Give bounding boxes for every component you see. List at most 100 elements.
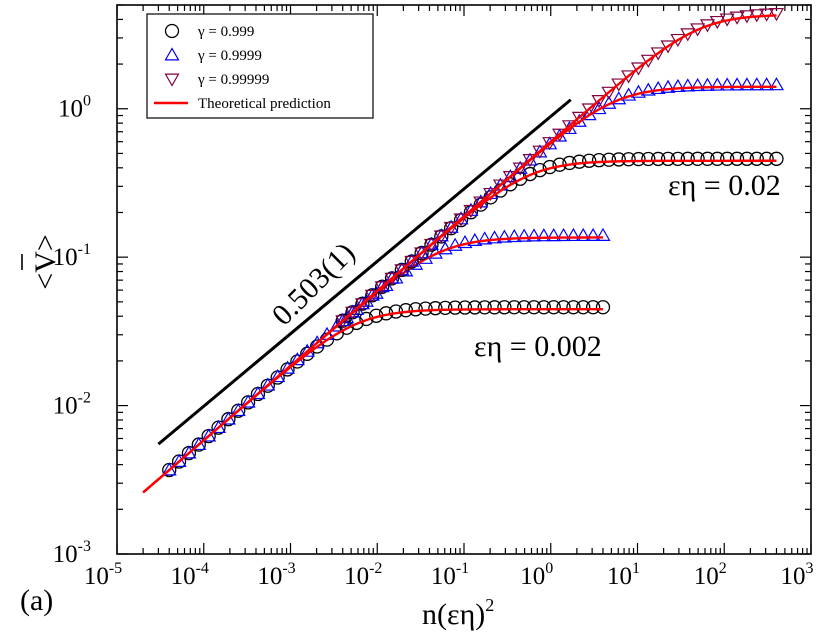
data-point-triangle-down [384,272,400,286]
data-point-triangle-down [660,40,676,54]
data-point-circle [660,151,676,167]
data-point-triangle-down [423,238,439,253]
data-point-triangle-up [374,279,390,293]
data-point-circle [487,300,502,315]
data-point-triangle-down [630,62,647,76]
data-point-circle [438,300,453,316]
data-point-triangle-up [181,445,197,459]
data-point-triangle-up [575,227,591,242]
series-0-1 [161,227,611,476]
data-point-triangle-down [680,28,696,42]
group-large-annotation: εη = 0.02 [668,169,781,202]
data-point-triangle-up [354,296,370,310]
data-point-triangle-up [220,411,236,425]
x-tick-label: 10-1 [431,560,469,590]
data-point-triangle-up [345,304,361,318]
data-point-triangle-up [210,419,227,434]
x-axis-label-base: n(εη) [422,598,485,631]
legend-label: γ = 0.999 [197,24,254,40]
legend-box [146,13,374,119]
data-point-circle [720,151,735,166]
data-point-circle [556,300,571,315]
data-point-triangle-up [709,77,725,91]
data-point-triangle-up [650,80,666,95]
data-point-circle [467,300,482,315]
legend: γ = 0.999 γ = 0.9999 γ = 0.99999 Theoretica… [146,13,374,119]
data-point-triangle-up [595,227,611,241]
data-point-circle [611,152,626,167]
data-point-circle [546,300,561,315]
data-point-triangle-up [404,253,420,267]
data-point-triangle-down [492,179,508,193]
data-point-triangle-up [496,229,512,243]
data-point-circle [300,346,315,361]
data-point-triangle-up [477,231,493,245]
data-point-triangle-up [546,228,562,242]
data-point-triangle-up [191,436,207,451]
data-point-triangle-down [164,73,180,87]
data-point-circle [710,151,725,166]
x-tick-label: 100 [520,560,553,590]
data-point-triangle-up [502,169,518,183]
data-point-circle [457,300,473,315]
legend-entry: γ = 0.99999 [164,72,269,88]
data-point-triangle-down [394,264,410,278]
legend-label: γ = 0.9999 [197,48,262,64]
data-point-triangle-up [556,227,572,242]
plot-frame [116,4,812,555]
x-tick-label: 10-5 [84,560,122,590]
data-point-circle [631,151,646,167]
data-point-triangle-up [699,77,716,91]
data-point-triangle-down [433,230,449,244]
data-point-triangle-down [335,315,351,329]
data-point-triangle-down [512,162,528,176]
data-point-circle [164,23,180,39]
data-point-circle [582,153,597,168]
data-point-circle [651,151,666,167]
group-small-annotation: εη = 0.002 [474,330,602,363]
y-tick-label: 10-1 [53,241,91,271]
data-point-circle [739,151,755,166]
data-point-triangle-down [591,95,607,109]
data-point-triangle-down [364,289,380,303]
data-point-triangle-up [536,228,552,242]
y-tick-label: 10-3 [53,538,91,568]
data-point-triangle-up [171,453,187,467]
data-point-circle [477,300,492,315]
data-point-triangle-down [345,306,361,320]
tick-labels: 10-5 10-4 10-3 10-2 10-1 100 101 102 103 10-3 10-2… [53,93,814,590]
data-point-triangle-down [542,137,558,151]
data-point-triangle-up [768,77,785,91]
power-law-fit-line [157,98,572,446]
x-tick-label: 10-4 [171,560,209,590]
data-point-triangle-up [487,230,503,244]
data-point-triangle-down [404,255,420,270]
data-point-circle [670,151,686,167]
data-point-triangle-down [621,70,637,84]
data-point-triangle-up [230,402,246,417]
data-point-circle [522,166,538,182]
data-point-circle [408,302,423,317]
data-point-circle [729,151,745,166]
data-point-triangle-down [374,281,390,295]
data-point-triangle-up [161,462,177,476]
theory-curve [142,236,603,494]
data-point-triangle-down [601,86,617,100]
data-point-triangle-up [739,77,755,91]
data-point-triangle-down [650,47,666,61]
data-point-circle [516,300,532,315]
series-0-0 [162,300,611,478]
x-tick-label: 10-3 [257,560,295,590]
data-point-circle [759,151,774,166]
data-point-circle [680,151,695,166]
data-point-circle [428,301,443,316]
data-point-circle [749,151,764,166]
data-point-triangle-up [201,428,217,442]
data-point-circle [769,151,784,166]
data-point-triangle-up [640,82,656,96]
legend-entry: Theoretical prediction [154,96,331,112]
x-tick-label: 102 [694,560,727,590]
data-point-triangle-up [394,262,410,276]
data-point-circle [690,151,705,166]
data-point-triangle-down [640,54,656,68]
